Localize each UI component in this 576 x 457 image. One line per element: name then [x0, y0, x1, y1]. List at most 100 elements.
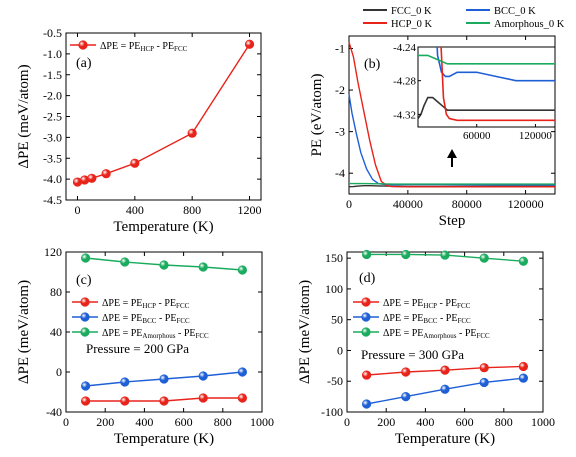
- panel-letter: (c): [76, 273, 92, 288]
- legend-marker: [80, 327, 90, 337]
- data-point: [120, 396, 130, 406]
- y-tick-label: -50: [327, 374, 343, 388]
- x-tick-label: 40000: [393, 197, 423, 211]
- y-tick-label: 0: [337, 343, 343, 357]
- data-point: [130, 158, 140, 168]
- data-point: [80, 253, 91, 263]
- x-axis-label: Step: [439, 213, 466, 229]
- panel-letter: (a): [76, 56, 92, 71]
- legend-marker: [361, 327, 371, 337]
- inset-series-line: [418, 54, 555, 65]
- y-tick-label: -40: [46, 405, 62, 419]
- data-point: [440, 365, 450, 375]
- data-point: [159, 374, 169, 384]
- data-point: [237, 265, 247, 275]
- legend-label: Amorphous_0 K: [494, 19, 565, 30]
- x-axis-label: Temperature (K): [113, 219, 213, 235]
- data-point: [159, 396, 169, 406]
- y-tick-label: -3.5: [43, 151, 62, 165]
- data-point: [80, 381, 91, 391]
- x-tick-label: 0: [344, 415, 350, 429]
- legend-label: ΔPE = PEBCC​ - PEFCC​: [383, 313, 471, 325]
- data-point: [87, 173, 97, 183]
- data-point: [198, 393, 208, 403]
- series-line: [77, 43, 251, 183]
- chart-panel-3: 0 200 400 600 800 1000-4004080120Temperature …: [16, 245, 274, 447]
- data-point: [440, 250, 450, 260]
- y-tick-label: 100: [325, 282, 343, 296]
- x-tick-label: 600: [456, 415, 474, 429]
- y-tick-label: 120: [44, 245, 62, 259]
- data-point: [362, 249, 372, 260]
- y-tick-label: -0.5: [43, 26, 62, 40]
- data-point: [244, 39, 255, 49]
- y-tick-label: -1.0: [43, 47, 62, 61]
- x-tick-label: 80000: [452, 197, 482, 211]
- legend-label: FCC_0 K: [391, 6, 432, 17]
- legend-label: ΔPE = PEHCP​ - PEFCC​: [100, 41, 188, 53]
- data-point: [187, 128, 197, 138]
- legend-label: ΔPE = PEAmorphous​ - PEFCC​: [102, 328, 209, 340]
- data-point: [440, 384, 450, 394]
- data-point: [198, 262, 208, 272]
- x-tick-label: 0: [346, 197, 352, 211]
- chart-panel-2: 0 40000 80000 120000 -4 -3 -2 -1 Step PE (eV/atom…: [309, 6, 565, 229]
- legend-label: ΔPE = PEHCP​ - PEFCC​: [383, 298, 471, 310]
- legend-label: ΔPE = PEBCC​ - PEFCC​: [102, 313, 190, 325]
- data-point: [80, 396, 91, 406]
- y-tick-label: -4.0: [43, 172, 62, 186]
- data-point: [101, 169, 111, 179]
- x-tick-label: 400: [416, 415, 434, 429]
- legend-marker: [361, 312, 371, 322]
- data-point: [198, 371, 208, 381]
- x-tick-label: 800: [183, 203, 201, 217]
- y-tick-label: -4: [335, 166, 345, 180]
- x-tick-label: 0: [63, 415, 69, 429]
- y-axis-label: ΔPE (meV/atom): [16, 280, 32, 384]
- y-axis-label: ΔPE (meV/atom): [16, 64, 32, 168]
- chart-panel-4: 0 200 400 600 800 1000 -100 -50 0 50 100 150 Tempera…: [297, 249, 555, 447]
- y-tick-label: -100: [321, 405, 343, 419]
- legend-label: ΔPE = PEHCP​ - PEFCC​: [102, 298, 190, 310]
- y-tick-label: 80: [50, 285, 62, 299]
- legend-label: BCC_0 K: [494, 6, 536, 17]
- x-tick-label: 120000: [508, 197, 544, 211]
- data-point: [120, 257, 130, 267]
- y-tick-label: -1.5: [43, 68, 62, 82]
- data-point: [479, 363, 489, 373]
- inset-x-tick-label: 120000: [519, 130, 553, 142]
- y-tick-label: -1: [335, 41, 345, 55]
- x-tick-label: 1000: [531, 415, 555, 429]
- pressure-annotation: Pressure = 200 GPa: [86, 341, 189, 356]
- x-tick-label: 1000: [250, 415, 274, 429]
- y-axis-label: ΔPE (meV/atom): [297, 280, 313, 384]
- x-tick-label: 400: [126, 203, 144, 217]
- x-tick-label: 200: [377, 415, 395, 429]
- data-point: [518, 256, 529, 266]
- x-axis-label: Temperature (K): [114, 431, 214, 447]
- data-point: [120, 377, 130, 387]
- legend-marker: [361, 297, 371, 307]
- plot-frame: [65, 32, 262, 201]
- x-axis-label: Temperature (K): [395, 431, 495, 447]
- x-tick-label: 600: [175, 415, 193, 429]
- legend-label: HCP_0 K: [391, 19, 433, 30]
- legend-marker: [80, 297, 90, 307]
- data-point: [362, 399, 372, 409]
- data-point: [362, 370, 372, 380]
- data-point: [401, 392, 411, 402]
- y-tick-label: -4.5: [43, 193, 62, 207]
- inset-chart: 60000 120000 -4.32 -4.28 -4.24: [393, 42, 556, 167]
- y-tick-label: 0: [56, 365, 62, 379]
- x-tick-label: 800: [214, 415, 232, 429]
- inset-y-tick-label: -4.32: [393, 109, 416, 121]
- legend-label: ΔPE = PEAmorphous​ - PEFCC​: [383, 328, 490, 340]
- x-tick-label: 1200: [238, 203, 262, 217]
- data-point: [479, 377, 489, 388]
- x-tick-label: 0: [74, 203, 80, 217]
- y-tick-label: -3.0: [43, 130, 62, 144]
- inset-series-line: [440, 47, 555, 122]
- y-tick-label: -2.5: [43, 110, 62, 124]
- y-tick-label: -2: [335, 83, 345, 97]
- y-tick-label: 40: [50, 325, 62, 339]
